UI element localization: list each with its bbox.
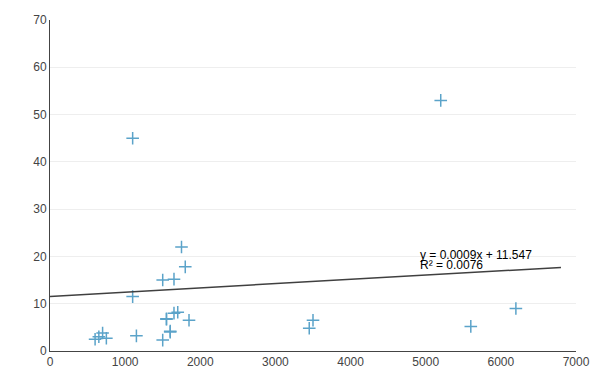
- svg-text:10: 10: [33, 297, 47, 311]
- svg-text:6000: 6000: [488, 355, 515, 369]
- svg-text:40: 40: [33, 155, 47, 169]
- svg-text:1000: 1000: [112, 355, 139, 369]
- svg-text:y = 0.0009x + 11.547: y = 0.0009x + 11.547: [420, 248, 532, 262]
- svg-text:2000: 2000: [187, 355, 214, 369]
- svg-text:5000: 5000: [412, 355, 439, 369]
- svg-text:4000: 4000: [337, 355, 364, 369]
- svg-text:70: 70: [33, 13, 47, 27]
- svg-text:60: 60: [33, 60, 47, 74]
- svg-text:3000: 3000: [262, 355, 289, 369]
- svg-text:50: 50: [33, 108, 47, 122]
- svg-text:0: 0: [40, 344, 47, 358]
- svg-text:30: 30: [33, 202, 47, 216]
- svg-text:20: 20: [33, 250, 47, 264]
- svg-text:R² = 0.0076: R² = 0.0076: [420, 258, 483, 272]
- svg-text:7000: 7000: [563, 355, 590, 369]
- svg-text:0: 0: [47, 355, 54, 369]
